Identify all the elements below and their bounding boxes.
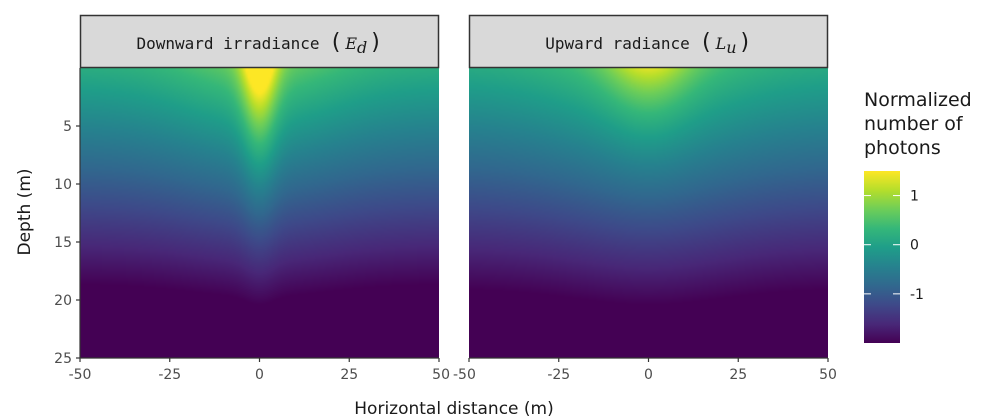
facet-strip-label: Upward radiance (Lu) — [545, 30, 752, 57]
paren-open: ( — [329, 30, 342, 55]
y-tick-label: 5 — [63, 119, 72, 135]
y-tick-label: 20 — [54, 293, 72, 309]
paren-close: ) — [739, 30, 752, 55]
x-axis-title: Horizontal distance (m) — [354, 399, 553, 419]
y-tick-label: 25 — [54, 351, 72, 367]
legend-tick-label: 0 — [910, 238, 919, 254]
x-axis: -50 -25 0 25 50 -50 -25 0 25 50 — [69, 358, 837, 383]
paren-open: ( — [699, 30, 712, 55]
facet-strip-label: Downward irradiance (Ed) — [136, 30, 382, 57]
legend-tick-label: -1 — [910, 287, 924, 303]
x-tick-label: -50 — [69, 367, 92, 383]
facet-subscript: u — [726, 38, 736, 57]
x-tick-label: 50 — [432, 367, 450, 383]
facet-panels: Downward irradiance (Ed) Upward radiance … — [79, 14, 829, 359]
x-tick-label: -25 — [547, 367, 570, 383]
x-tick-label: 0 — [255, 367, 264, 383]
facet-title: Upward radiance — [545, 34, 699, 53]
facet-title: Downward irradiance — [136, 34, 329, 53]
y-tick-label: 10 — [54, 177, 72, 193]
facet-symbol: E — [344, 34, 357, 53]
legend-tick-label: 1 — [910, 189, 919, 205]
y-tick-label: 15 — [54, 235, 72, 251]
legend-colorbar — [864, 171, 900, 343]
x-tick-label: -50 — [453, 367, 476, 383]
facet-strip — [468, 14, 829, 69]
legend-title-line: number of — [864, 113, 964, 135]
facet-symbol: L — [715, 34, 727, 53]
x-tick-label: 0 — [644, 367, 653, 383]
facet-strip — [79, 14, 440, 69]
y-axis: 5 10 15 20 25 — [54, 68, 81, 367]
legend-title-line: Normalized — [864, 89, 972, 111]
heatmap-raster — [80, 68, 439, 358]
x-tick-label: -25 — [158, 367, 181, 383]
legend-title-line: photons — [864, 137, 941, 159]
x-tick-label: 25 — [729, 367, 747, 383]
y-axis-title: Depth (m) — [15, 168, 35, 255]
x-tick-label: 25 — [340, 367, 358, 383]
facet-subscript: d — [357, 38, 367, 57]
x-tick-label: 50 — [819, 367, 837, 383]
facet-panel-1: Downward irradiance (Ed) — [79, 14, 440, 359]
paren-close: ) — [369, 30, 382, 55]
facet-panel-2: Upward radiance (Lu) — [468, 14, 829, 359]
heatmap-raster — [469, 68, 828, 358]
